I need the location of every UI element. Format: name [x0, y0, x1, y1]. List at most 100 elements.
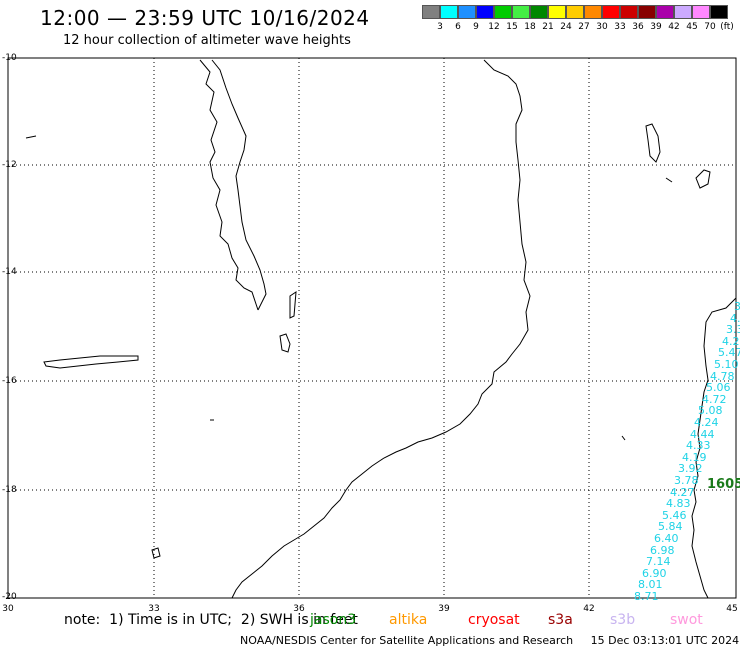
map-gridlines — [8, 58, 736, 598]
wave-height-label: 6.98 — [650, 544, 675, 557]
legend-swatch — [440, 5, 458, 19]
legend-label: 3 — [437, 22, 443, 32]
wave-height-label: 4.2 — [722, 335, 740, 348]
satellite-name-swot: swot — [670, 612, 703, 628]
legend-label: 15 — [506, 22, 518, 32]
station-label: 1605 — [707, 477, 740, 492]
legend-label: 18 — [524, 22, 536, 32]
satellite-name-s3b: s3b — [610, 612, 636, 628]
satellite-name-cryosat: cryosat — [468, 612, 520, 628]
legend-swatch — [512, 5, 530, 19]
wave-height-label: 4.33 — [686, 439, 711, 452]
wave-height-label: 4.19 — [682, 451, 707, 464]
satellite-name-s3a: s3a — [548, 612, 573, 628]
wave-height-label: 4.78 — [710, 370, 735, 383]
legend-label: 70 — [704, 22, 716, 32]
wave-height-label: 4.44 — [690, 428, 715, 441]
legend-label: 33 — [614, 22, 626, 32]
wave-height-label: 6.40 — [654, 532, 679, 545]
small-lake-2 — [151, 547, 161, 559]
mayotte-island — [695, 169, 711, 189]
small-island-1 — [25, 135, 37, 139]
wave-height-label: 8.01 — [638, 578, 663, 591]
small-island-3 — [621, 435, 626, 441]
wave-height-label: 4. — [730, 312, 740, 325]
wave-height-label: 4.83 — [666, 497, 691, 510]
lake-malawi-west-shore — [199, 59, 259, 311]
wave-height-label: 4.24 — [694, 416, 719, 429]
wave-height-label: 3.92 — [678, 462, 703, 475]
lat-label: -14 — [2, 267, 17, 277]
comoros-island — [645, 123, 661, 163]
wave-height-label: 7.14 — [646, 555, 671, 568]
coastlines — [25, 59, 737, 599]
legend-swatch — [476, 5, 494, 19]
legend-swatch — [422, 5, 440, 19]
legend-swatch — [674, 5, 692, 19]
madagascar-west-coast — [691, 297, 737, 599]
lat-label: -18 — [2, 485, 17, 495]
lat-label: -20 — [2, 592, 17, 602]
wave-height-label: 5.47 — [718, 346, 740, 359]
wave-height-label: 5.46 — [662, 509, 687, 522]
legend-label: 42 — [668, 22, 680, 32]
lon-label: 45 — [726, 604, 738, 614]
legend-swatch — [530, 5, 548, 19]
legend-swatch — [692, 5, 710, 19]
legend-unit: (ft) — [720, 22, 734, 32]
map-subtitle: 12 hour collection of altimeter wave hei… — [63, 33, 351, 48]
legend-swatch — [458, 5, 476, 19]
wave-height-label: 5.84 — [658, 520, 683, 533]
wave-height-label: 3. — [734, 300, 740, 313]
wave-height-label: 6.90 — [642, 567, 667, 580]
lon-label: 36 — [293, 604, 305, 614]
legend-label: 24 — [560, 22, 572, 32]
map-title: 12:00 — 23:59 UTC 10/16/2024 — [40, 6, 370, 30]
lake-malawi-east-shore — [211, 59, 267, 311]
lat-label: -12 — [2, 160, 17, 170]
legend-swatch — [548, 5, 566, 19]
footer-note: note: 1) Time is in UTC; 2) SWH is in fe… — [64, 612, 358, 628]
legend-swatch — [494, 5, 512, 19]
wave-height-label: 3.78 — [674, 474, 699, 487]
legend-swatch — [620, 5, 638, 19]
mozambique-coast — [231, 59, 531, 599]
legend-swatch — [638, 5, 656, 19]
lat-label: -10 — [2, 53, 17, 63]
wave-height-label: 4.72 — [702, 393, 727, 406]
lon-label: 33 — [148, 604, 160, 614]
lon-label: 30 — [2, 604, 14, 614]
map-frame — [7, 57, 737, 599]
lat-label: -16 — [2, 376, 17, 386]
legend-swatch — [710, 5, 728, 19]
legend-swatch — [602, 5, 620, 19]
legend-label: 12 — [488, 22, 500, 32]
small-lake-1 — [289, 291, 297, 319]
legend-label: 21 — [542, 22, 554, 32]
wave-height-label: 3.3 — [726, 323, 740, 336]
wave-height-label: 8.71 — [634, 590, 659, 603]
wave-height-label: 4.27 — [670, 486, 695, 499]
lon-label: 39 — [438, 604, 450, 614]
legend-label: 30 — [596, 22, 608, 32]
wave-height-label: 5.06 — [706, 381, 731, 394]
satellite-name-altika: altika — [389, 612, 428, 628]
legend-swatch — [656, 5, 674, 19]
legend-label: 9 — [473, 22, 479, 32]
wave-height-legend: 3 6 9 12 15 18 21 24 27 30 33 36 39 42 45 70 (ft) — [422, 5, 734, 37]
legend-label: 27 — [578, 22, 590, 32]
cahora-bassa-lake — [43, 355, 139, 369]
legend-swatch — [566, 5, 584, 19]
wave-height-label: 5.10 — [714, 358, 739, 371]
legend-label: 45 — [686, 22, 698, 32]
lon-label: 42 — [583, 604, 595, 614]
small-island-2 — [665, 177, 673, 183]
wave-height-label: 5.08 — [698, 404, 723, 417]
lake-chilwa — [279, 333, 291, 353]
credit-line: NOAA/NESDIS Center for Satellite Applica… — [240, 634, 740, 647]
legend-swatch — [584, 5, 602, 19]
satellite-name-jason3: jason3 — [310, 612, 357, 628]
legend-label: 6 — [455, 22, 461, 32]
legend-label: 36 — [632, 22, 644, 32]
